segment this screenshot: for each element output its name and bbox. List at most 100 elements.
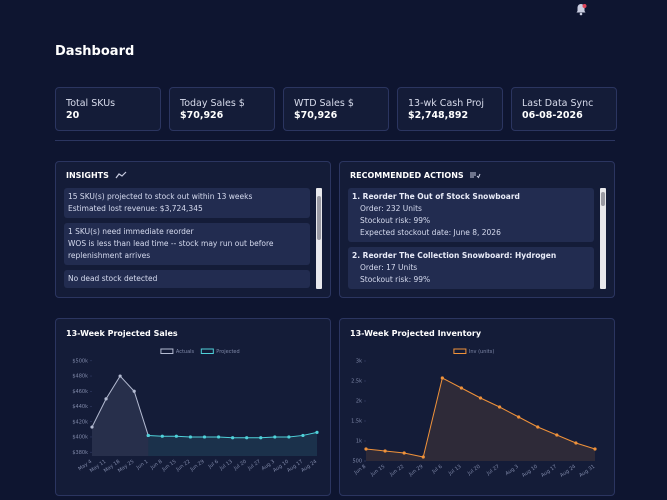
data-point <box>478 396 483 400</box>
insight-detail: Estimated lost revenue: $3,724,345 <box>68 204 203 213</box>
kpi-value: $2,748,892 <box>408 110 469 121</box>
y-tick-label: 3k <box>356 359 362 365</box>
x-tick-label: Jul 6 <box>430 464 443 476</box>
scrollbar[interactable] <box>600 188 606 289</box>
kpi-label: 13-wk Cash Proj <box>408 98 484 109</box>
data-point <box>301 433 305 438</box>
insight-item: 15 SKU(s) projected to stock out within … <box>64 188 310 218</box>
action-line: Stockout risk: 99% <box>360 216 431 225</box>
data-point <box>593 447 597 451</box>
x-tick-label: Aug 24 <box>300 459 318 474</box>
data-point <box>104 397 108 401</box>
action-line: Expected stockout date: June 8, 2026 <box>360 228 501 237</box>
x-tick-label: Aug 31 <box>578 464 596 479</box>
y-tick-label: 1k <box>356 439 362 445</box>
data-point <box>216 435 221 439</box>
data-point <box>273 435 277 439</box>
x-tick-label: Jun 1 <box>135 459 150 472</box>
legend-swatch <box>160 348 174 354</box>
x-tick-label: Aug 3 <box>504 464 519 477</box>
data-point <box>231 436 235 440</box>
legend-swatch <box>453 348 467 354</box>
action-title: 2. Reorder The Collection Snowboard: Hyd… <box>352 251 557 260</box>
divider <box>55 140 615 141</box>
y-tick-label: $420k <box>72 419 88 425</box>
y-tick-label: $400k <box>72 435 88 441</box>
action-item: 1. Reorder The Out of Stock Snowboard Ord… <box>348 188 594 242</box>
x-tick-label: Jul 13 <box>447 464 463 478</box>
kpi-label: Today Sales $ <box>180 98 245 109</box>
kpi-value: $70,926 <box>294 110 338 121</box>
data-point <box>132 389 136 393</box>
data-point <box>202 435 207 439</box>
data-point <box>421 455 425 459</box>
y-tick-label: 500 <box>352 459 362 465</box>
insight-title: 15 SKU(s) projected to stock out within … <box>68 192 253 201</box>
legend-swatch <box>200 348 214 354</box>
y-tick-label: 2.5k <box>351 379 362 385</box>
chart-card: 13-Week Projected Inventory 500 1k 1.5k 2k 2… <box>339 318 615 496</box>
chart-title: 13-Week Projected Inventory <box>350 329 482 338</box>
kpi-value: 20 <box>66 110 80 121</box>
y-tick-label: $480k <box>72 374 88 380</box>
legend-label: Actuals <box>176 349 195 355</box>
action-line: Stockout risk: 99% <box>360 275 431 284</box>
data-point <box>146 433 150 438</box>
action-line: Order: 17 Units <box>360 263 418 272</box>
insight-title: 1 SKU(s) need immediate reorder <box>68 227 194 236</box>
kpi-label: Total SKUs <box>66 98 116 109</box>
series-area <box>92 376 149 456</box>
data-point <box>315 430 319 434</box>
insight-title: No dead stock detected <box>68 274 158 283</box>
x-tick-label: Jul 20 <box>232 459 248 473</box>
page-title: Dashboard <box>55 44 135 59</box>
data-point <box>497 405 502 409</box>
data-point <box>160 434 164 438</box>
insight-item: 1 SKU(s) need immediate reorder WOS is le… <box>64 223 310 265</box>
insights-title: INSIGHTS <box>66 171 127 180</box>
trend-icon <box>115 171 127 179</box>
action-line: Order: 232 Units <box>360 204 422 213</box>
data-point <box>459 386 464 390</box>
data-point <box>574 441 578 445</box>
actions-list: 1. Reorder The Out of Stock Snowboard Ord… <box>348 188 594 291</box>
x-tick-label: Jul 6 <box>207 459 220 471</box>
insights-panel: INSIGHTS 15 SKU(s) projected to stock ou… <box>55 161 331 298</box>
list-icon <box>470 172 481 179</box>
data-point <box>90 425 94 429</box>
y-tick-label: 1.5k <box>351 419 362 425</box>
legend-label: Inv (units) <box>469 349 494 355</box>
notification-bell[interactable] <box>574 2 588 16</box>
x-tick-label: Jun 29 <box>188 459 205 474</box>
scrollbar[interactable] <box>316 188 322 289</box>
actions-title-text: RECOMMENDED ACTIONS <box>350 171 464 180</box>
x-tick-label: Jun 29 <box>407 464 424 479</box>
x-tick-label: Jun 22 <box>174 459 191 474</box>
kpi-label: Last Data Sync <box>522 98 594 109</box>
data-point <box>555 433 559 437</box>
data-point <box>259 436 263 440</box>
chart-title: 13-Week Projected Sales <box>66 329 178 338</box>
x-tick-label: Jul 27 <box>246 459 262 473</box>
kpi-card: Last Data Sync 06-08-2026 <box>511 87 617 131</box>
kpi-value: $70,926 <box>180 110 224 121</box>
x-tick-label: Jun 15 <box>160 459 177 474</box>
x-tick-label: Aug 17 <box>540 464 558 479</box>
data-point <box>188 435 193 439</box>
actions-panel: RECOMMENDED ACTIONS 1. Reorder The Out o… <box>339 161 615 298</box>
kpi-label: WTD Sales $ <box>294 98 354 109</box>
y-tick-label: $380k <box>72 450 88 456</box>
kpi-card: Total SKUs 20 <box>55 87 161 131</box>
x-tick-label: Jun 15 <box>369 464 386 479</box>
data-point <box>402 451 406 455</box>
kpi-card: Today Sales $ $70,926 <box>169 87 275 131</box>
action-title: 1. Reorder The Out of Stock Snowboard <box>352 192 520 201</box>
x-tick-label: May 25 <box>117 459 135 474</box>
x-tick-label: Jul 13 <box>218 459 234 473</box>
kpi-value: 06-08-2026 <box>522 110 583 121</box>
chart-card: 13-Week Projected Sales $380k $400k $420k $… <box>55 318 331 496</box>
insights-title-text: INSIGHTS <box>66 171 109 180</box>
chart: 500 1k 1.5k 2k 2.5k 3k Jun 8 Jun 15 Jun 22 Jun 29… <box>351 348 597 479</box>
